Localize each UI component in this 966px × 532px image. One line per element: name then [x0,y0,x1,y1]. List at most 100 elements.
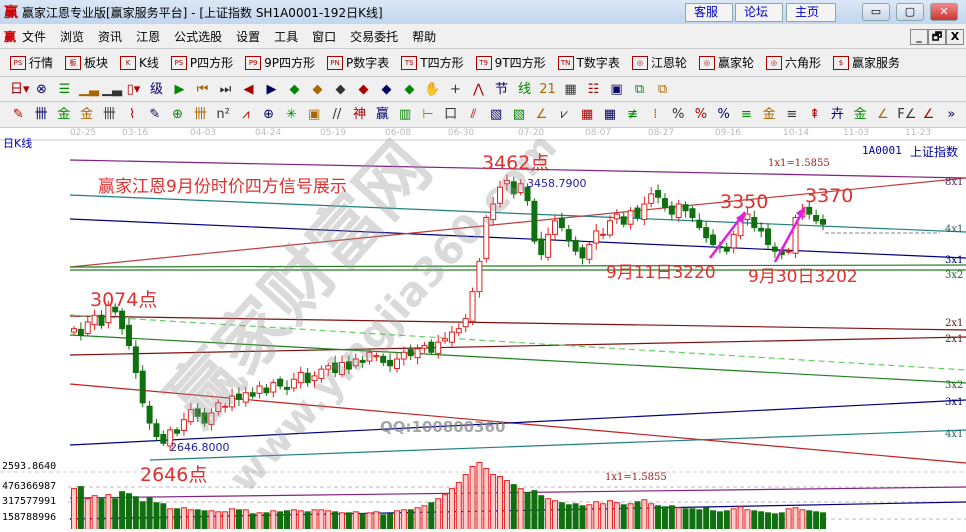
menu-file[interactable]: 文件 [22,29,47,44]
mdi-restore-button[interactable]: 🗗 [928,29,946,45]
menu-tools[interactable]: 工具 [274,29,299,44]
toolbar-button-1[interactable]: 板板块 [65,54,108,71]
toolbar3-tool-icon[interactable]: 神 [353,107,367,122]
minimize-button[interactable]: ▭ [862,3,890,21]
toolbar2-tool-icon[interactable]: 级 [149,81,163,97]
menu-info[interactable]: 资讯 [98,29,123,44]
toolbar2-tool-icon[interactable]: 线 [517,81,531,97]
toolbar3-tool-icon[interactable]: ✳ [285,107,297,122]
toolbar2-tool-icon[interactable]: ⏮ [196,81,209,97]
toolbar3-tool-icon[interactable]: 卌 [102,107,116,122]
toolbar-button-0[interactable]: PS 行情 [10,54,53,71]
toolbar3-tool-icon[interactable]: 金 [853,107,867,122]
menu-trade[interactable]: 交易委托 [350,29,399,44]
toolbar-button-8[interactable]: TN T数字表 [557,54,620,71]
toolbar3-tool-icon[interactable]: 赢 [375,107,389,122]
toolbar-button-10[interactable]: ◎ 赢家轮 [698,54,754,71]
toolbar-button-5[interactable]: PN P数字表 [327,54,389,71]
toolbar3-tool-icon[interactable]: 口 [444,107,458,122]
toolbar3-tool-icon[interactable]: ▧ [512,107,526,122]
toolbar2-tool-icon[interactable]: ✋ [424,81,441,97]
toolbar2-tool-icon[interactable]: ☰ [58,81,71,97]
menu-gann[interactable]: 江恩 [136,29,161,44]
toolbar3-tool-icon[interactable]: ▣ [307,107,321,122]
kline-chart[interactable] [0,128,966,532]
toolbar2-tool-icon[interactable]: ◆ [335,81,346,97]
toolbar3-tool-icon[interactable]: 金 [762,107,776,122]
toolbar-button-11[interactable]: ◎ 六角形 [765,54,821,71]
toolbar3-tool-icon[interactable]: ⫽ [470,107,477,122]
toolbar3-tool-icon[interactable]: F∠ [897,107,917,122]
toolbar3-tool-icon[interactable]: 卌 [34,107,48,122]
toolbar3-tool-icon[interactable]: ⩘ [242,107,250,122]
toolbar2-tool-icon[interactable]: ◆ [358,81,369,97]
toolbar3-tool-icon[interactable]: // [332,107,342,122]
toolbar3-tool-icon[interactable]: ⊕ [172,107,184,122]
toolbar3-tool-icon[interactable]: ⊕ [263,107,275,122]
toolbar3-tool-icon[interactable]: ⌇ [128,107,136,122]
toolbar3-tool-icon[interactable]: 金 [80,107,94,122]
customer-service-button[interactable]: 客服 [685,3,733,22]
toolbar2-tool-icon[interactable]: ▣ [610,81,623,97]
toolbar2-tool-icon[interactable]: ▯▾ [126,81,141,97]
toolbar3-tool-icon[interactable]: » [947,107,956,122]
menu-window[interactable]: 窗口 [312,29,337,44]
toolbar2-tool-icon[interactable]: 21 [539,81,556,97]
menu-settings[interactable]: 设置 [236,29,261,44]
homepage-button[interactable]: 主页 [786,3,836,22]
toolbar2-tool-icon[interactable]: ⧉ [657,81,668,97]
toolbar3-tool-icon[interactable]: % [717,107,730,122]
toolbar-button-3[interactable]: PS P四方形 [170,54,233,71]
toolbar3-tool-icon[interactable]: % [671,107,685,122]
toolbar-button-12[interactable]: $ 赢家服务 [832,54,900,71]
toolbar3-tool-icon[interactable]: ⩗ [560,107,569,122]
toolbar2-tool-icon[interactable]: ◀ [243,81,254,97]
toolbar2-tool-icon[interactable]: ⧉ [634,81,645,97]
toolbar2-tool-icon[interactable]: ◆ [381,81,392,97]
toolbar2-tool-icon[interactable]: ◆ [312,81,323,97]
toolbar3-tool-icon[interactable]: ∠ [535,107,548,122]
toolbar2-tool-icon[interactable]: ▶ [174,81,185,97]
toolbar-button-2[interactable]: K K线 [120,54,159,71]
toolbar3-tool-icon[interactable]: 卉 [830,107,844,122]
toolbar3-tool-icon[interactable]: ⇞ [809,107,821,122]
toolbar2-tool-icon[interactable]: ◆ [289,81,300,97]
close-button[interactable]: ✕ [930,3,958,21]
maximize-button[interactable]: ▢ [896,3,924,21]
toolbar3-tool-icon[interactable]: ▧ [489,107,503,122]
toolbar2-tool-icon[interactable]: ▁▃ [102,81,122,97]
toolbar3-tool-icon[interactable]: ✎ [149,107,161,122]
toolbar3-tool-icon[interactable]: 金 [57,107,71,122]
toolbar3-tool-icon[interactable]: ⊢ [422,107,434,122]
toolbar2-tool-icon[interactable]: ▶ [266,81,277,97]
menu-formula-select[interactable]: 公式选股 [174,29,223,44]
toolbar2-tool-icon[interactable]: ☷ [587,81,600,97]
toolbar2-tool-icon[interactable]: ⊗ [36,81,47,97]
toolbar2-tool-icon[interactable]: ▁▃ [79,81,99,97]
toolbar3-tool-icon[interactable]: ⁞ [653,107,658,122]
toolbar2-tool-icon[interactable]: 节 [494,81,508,97]
toolbar3-tool-icon[interactable]: % [694,107,708,122]
toolbar3-tool-icon[interactable]: ▦ [580,107,594,122]
toolbar-button-9[interactable]: ◎ 江恩轮 [631,54,687,71]
toolbar-button-6[interactable]: TS T四方形 [401,54,464,71]
toolbar3-tool-icon[interactable]: ≡ [786,107,798,122]
toolbar2-tool-icon[interactable]: ⋀ [473,81,484,97]
toolbar2-tool-icon[interactable]: ⏭ [219,81,232,97]
toolbar2-tool-icon[interactable]: 日▾ [10,81,30,97]
toolbar-button-4[interactable]: P9 9P四方形 [245,54,315,71]
toolbar3-tool-icon[interactable]: 卌 [193,107,207,122]
toolbar3-tool-icon[interactable]: ∠ [922,107,935,122]
mdi-close-button[interactable]: X [946,29,964,45]
toolbar2-tool-icon[interactable]: + [450,81,461,97]
toolbar2-tool-icon[interactable]: ▦ [564,81,577,97]
toolbar2-tool-icon[interactable]: ◆ [404,81,415,97]
toolbar3-tool-icon[interactable]: ✎ [12,107,24,122]
menu-help[interactable]: 帮助 [412,29,437,44]
toolbar3-tool-icon[interactable]: ≢ [627,107,639,122]
mdi-minimize-button[interactable]: _ [910,29,928,45]
toolbar3-tool-icon[interactable]: ▦ [603,107,617,122]
toolbar3-tool-icon[interactable]: ∠ [877,107,889,122]
menu-browse[interactable]: 浏览 [60,29,85,44]
toolbar3-tool-icon[interactable]: ≡ [740,107,752,122]
